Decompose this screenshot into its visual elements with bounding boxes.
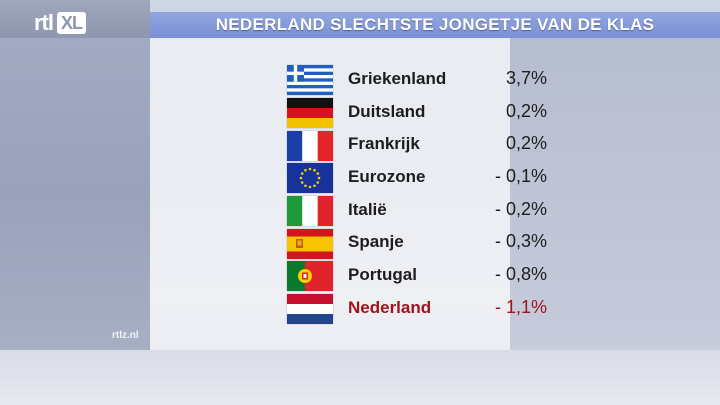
- germany-flag-icon: [287, 98, 333, 129]
- greece-flag-icon: [287, 65, 333, 96]
- table-row: Griekenland 3,7%: [287, 64, 567, 97]
- growth-value: 0,2%: [505, 100, 547, 121]
- background-bottom-strip: [0, 350, 720, 405]
- page-title: NEDERLAND SLECHTSTE JONGETJE VAN DE KLAS: [215, 15, 655, 34]
- channel-logo: rtl XL: [34, 10, 87, 35]
- country-name: Frankrijk: [348, 134, 420, 154]
- country-name: Italië: [348, 199, 387, 219]
- eu-flag-icon: [287, 163, 333, 194]
- spain-flag-icon: [287, 228, 333, 259]
- country-name: Nederland: [348, 297, 432, 317]
- netherlands-flag-icon: [287, 294, 333, 325]
- table-row: Spanje - 0,3%: [287, 227, 567, 260]
- table-row: Duitsland 0,2%: [287, 97, 567, 130]
- country-name: Spanje: [348, 232, 404, 252]
- growth-value: - 0,1%: [494, 166, 547, 187]
- table-row: Frankrijk 0,2%: [287, 129, 567, 162]
- table-row: Italië - 0,2%: [287, 195, 567, 228]
- country-name: Eurozone: [348, 167, 426, 187]
- growth-value: - 0,3%: [494, 231, 547, 252]
- table-row: Eurozone - 0,1%: [287, 162, 567, 195]
- website-watermark: rtlz.nl: [112, 330, 139, 341]
- table-row: Nederland - 1,1%: [287, 293, 567, 326]
- country-name: Duitsland: [348, 101, 426, 121]
- growth-value: - 0,8%: [494, 264, 547, 285]
- france-flag-icon: [287, 130, 333, 161]
- italy-flag-icon: [287, 196, 333, 227]
- growth-value: - 1,1%: [494, 296, 547, 317]
- growth-value: 3,7%: [505, 68, 547, 88]
- background-right-panel: [510, 38, 720, 350]
- logo-rtl-text: rtl: [34, 10, 54, 35]
- country-name: Portugal: [348, 265, 417, 285]
- country-table: Griekenland 3,7% Duitsland 0,2% Frankrij…: [287, 64, 567, 326]
- portugal-flag-icon: [287, 261, 333, 292]
- background-left-panel: [0, 38, 150, 350]
- growth-value: - 0,2%: [494, 198, 547, 219]
- table-row: Portugal - 0,8%: [287, 260, 567, 293]
- logo-xl-text: XL: [57, 12, 87, 34]
- title-bar: NEDERLAND SLECHTSTE JONGETJE VAN DE KLAS: [150, 12, 720, 38]
- growth-value: 0,2%: [505, 133, 547, 154]
- country-name: Griekenland: [348, 69, 447, 88]
